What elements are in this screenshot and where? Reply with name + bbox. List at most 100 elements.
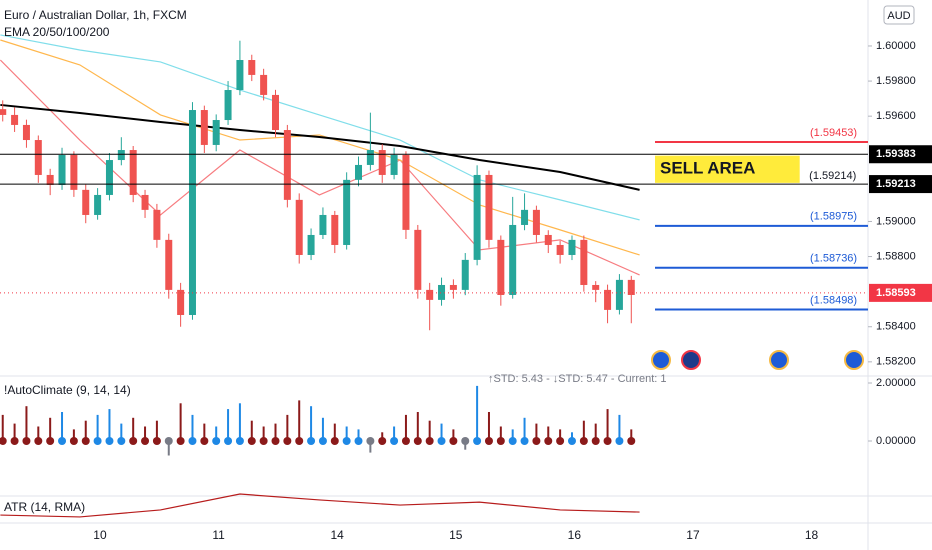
- histogram-dot: [390, 436, 399, 445]
- histogram-dot: [46, 436, 55, 445]
- histogram-dot: [10, 436, 19, 445]
- histogram-dot: [627, 436, 636, 445]
- histogram-dot: [354, 436, 363, 445]
- candle-body: [521, 209, 529, 225]
- candle-body: [58, 154, 66, 185]
- candle-body: [307, 234, 315, 255]
- annotation: (1.59214): [809, 170, 856, 182]
- candle-body: [604, 289, 612, 310]
- histogram-dot: [235, 436, 244, 445]
- candle-body: [271, 94, 279, 131]
- histogram-dot: [259, 436, 268, 445]
- candle-body: [141, 194, 149, 210]
- candle-body: [283, 130, 291, 200]
- price-box: [869, 175, 932, 194]
- x-tick-label: 17: [686, 528, 700, 542]
- candle-body: [580, 239, 588, 285]
- candle-body: [568, 239, 576, 255]
- x-tick-label: 16: [568, 528, 582, 542]
- event-icon[interactable]: [651, 350, 671, 370]
- zone-line-tag: (1.58736): [810, 253, 857, 265]
- zone-line-tag: (1.58975): [810, 211, 857, 223]
- candle-body: [212, 120, 220, 145]
- ema-line: [0, 103, 640, 191]
- candle-body: [46, 174, 54, 185]
- candle-body: [105, 160, 113, 195]
- histogram-dot: [330, 436, 339, 445]
- candle-body: [378, 150, 386, 175]
- histogram-dot: [152, 436, 161, 445]
- candle-body: [236, 60, 244, 91]
- histogram-dot: [544, 436, 553, 445]
- x-tick-label: 11: [212, 528, 225, 542]
- candle-body: [544, 234, 552, 245]
- candle-body: [200, 110, 208, 145]
- candle-body: [366, 150, 374, 165]
- event-icons: [651, 350, 864, 370]
- currency-label: AUD: [887, 10, 910, 22]
- candle-body: [0, 109, 7, 115]
- candle-body: [22, 124, 30, 141]
- candle-body: [82, 189, 90, 215]
- event-icon[interactable]: [844, 350, 864, 370]
- candle-body: [355, 164, 363, 180]
- price-box-label: 1.59383: [876, 148, 916, 160]
- histogram-dot: [307, 436, 316, 445]
- histogram-dot: [188, 436, 197, 445]
- zone-line-tag: (1.59453): [810, 127, 857, 139]
- histogram-dot: [0, 436, 7, 445]
- histogram-dot: [496, 436, 505, 445]
- histogram-dot: [567, 436, 576, 445]
- plot: 10 11 14 15 16 17 18 1.60000 1.59800 1.59600 1.590…: [0, 34, 932, 542]
- histogram-dot: [117, 436, 126, 445]
- histogram-dot: [318, 436, 327, 445]
- y-tick-label: 1.59000: [876, 215, 916, 227]
- histogram-dot: [58, 436, 67, 445]
- histogram-dot: [224, 436, 233, 445]
- histogram-dot: [484, 436, 493, 445]
- event-icon[interactable]: [769, 350, 789, 370]
- x-tick-label: 18: [805, 528, 819, 542]
- candle-body: [485, 174, 493, 240]
- histogram-dot: [200, 436, 209, 445]
- histogram-dot: [461, 436, 470, 445]
- histogram-dot: [579, 436, 588, 445]
- currency-badge[interactable]: [883, 5, 915, 25]
- histogram-dot: [34, 436, 43, 445]
- candle-body: [414, 229, 422, 290]
- histogram-dot: [247, 436, 256, 445]
- candle-body: [461, 259, 469, 290]
- histogram-dot: [378, 436, 387, 445]
- histogram-dot: [212, 436, 221, 445]
- current-price-box: [869, 283, 932, 302]
- candle-body: [260, 74, 268, 95]
- candle-body: [248, 60, 256, 75]
- current-price-label: 1.58593: [876, 287, 916, 299]
- candle-body: [34, 140, 42, 175]
- candle-body: [473, 174, 481, 260]
- histogram-dot: [556, 436, 565, 445]
- candle-body: [153, 209, 161, 240]
- histogram-dot: [271, 436, 280, 445]
- sell-zone: [655, 155, 800, 183]
- event-icon[interactable]: [681, 350, 701, 370]
- histogram-dot: [473, 436, 482, 445]
- histogram-dot: [449, 436, 458, 445]
- candle-body: [627, 279, 635, 295]
- y-tick-label: 1.58400: [876, 321, 916, 333]
- candle-body: [319, 214, 327, 235]
- histogram-dot: [603, 436, 612, 445]
- histogram-dot: [93, 436, 102, 445]
- candle-body: [509, 224, 517, 295]
- candle-body: [117, 150, 125, 161]
- candle-body: [11, 114, 19, 125]
- y-tick-label: 0.00000: [876, 435, 916, 447]
- y-tick-label: 1.58800: [876, 250, 916, 262]
- candle-body: [532, 209, 540, 235]
- candle-body: [177, 289, 185, 315]
- candle-body: [497, 239, 505, 295]
- histogram-dot: [105, 436, 114, 445]
- histogram-dot: [342, 436, 351, 445]
- histogram-dot: [22, 436, 31, 445]
